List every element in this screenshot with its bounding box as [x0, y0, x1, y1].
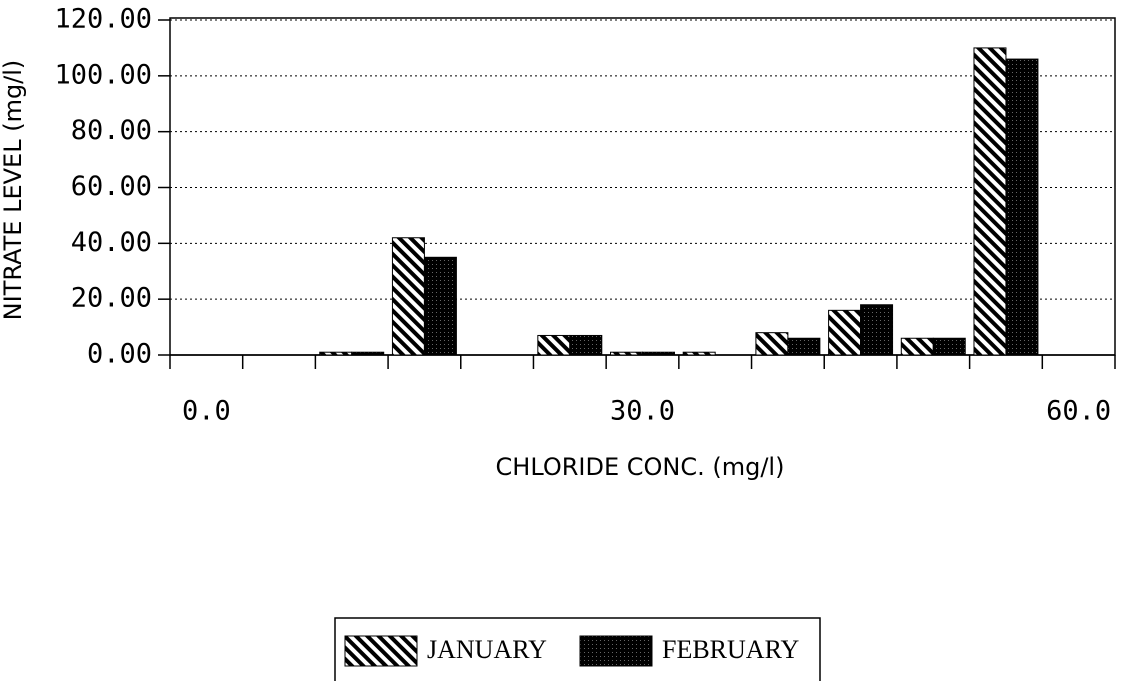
bar [423, 256, 457, 356]
bar [860, 304, 894, 356]
y-tick-label: 40.00 [71, 227, 152, 258]
y-tick-label: 100.00 [54, 59, 152, 90]
legend-swatch [344, 635, 418, 667]
bar [642, 351, 675, 356]
bar [351, 351, 385, 356]
y-tick-label: 60.00 [71, 171, 152, 202]
x-tick-label: 0.0 [182, 396, 231, 427]
bar [787, 337, 821, 356]
bar [610, 351, 643, 356]
y-tick-label: 0.00 [87, 339, 152, 370]
bar [391, 237, 425, 356]
bar [569, 334, 603, 356]
plot-frame [169, 17, 1116, 356]
bar [319, 351, 353, 356]
bar [755, 332, 789, 356]
bar [973, 47, 1007, 356]
y-tick-label: 80.00 [71, 115, 152, 146]
y-tick-label: 120.00 [54, 4, 152, 35]
legend-swatch [579, 635, 653, 667]
legend-frame [334, 617, 821, 681]
y-tick-label: 20.00 [71, 283, 152, 314]
x-tick-label: 60.0 [1046, 396, 1111, 427]
x-axis-title: CHLORIDE CONC. (mg/l) [496, 453, 785, 481]
bar [1005, 58, 1039, 356]
y-axis-title: NITRATE LEVEL (mg/l) [0, 60, 27, 321]
legend-label: FEBRUARY [662, 635, 799, 664]
bar [537, 334, 571, 356]
bar [682, 351, 716, 356]
legend-label: JANUARY [427, 635, 547, 664]
bar [828, 309, 862, 356]
bar [932, 337, 966, 356]
x-tick-label: 30.0 [610, 396, 675, 427]
bar [900, 337, 934, 356]
